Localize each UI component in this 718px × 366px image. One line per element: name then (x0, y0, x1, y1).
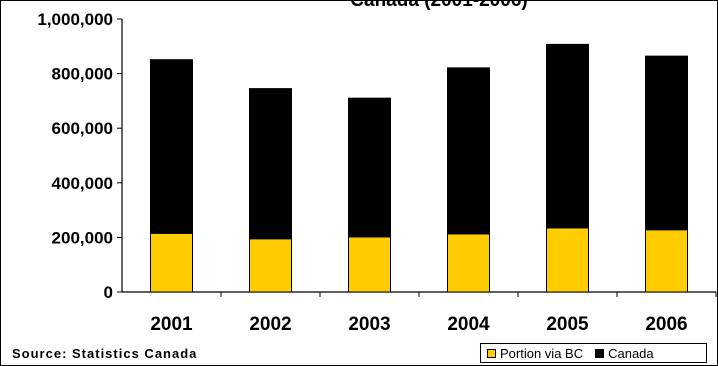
legend: Portion via BC Canada (480, 343, 707, 363)
x-tick-label: 2001 (150, 314, 193, 335)
bar-canada (546, 43, 589, 229)
x-tick-label: 2006 (645, 314, 687, 335)
y-tick-label: 400,000 (52, 174, 113, 193)
legend-label-canada: Canada (608, 345, 654, 361)
bar-canada (348, 97, 391, 238)
y-tick-label: 1,000,000 (37, 10, 113, 29)
legend-swatch-canada (595, 348, 605, 358)
legend-swatch-portion-via-bc (487, 348, 496, 358)
y-tick-label: 800,000 (52, 65, 113, 84)
legend-item-canada: Canada (595, 346, 654, 361)
x-tick-label: 2004 (447, 314, 490, 335)
bar-portion-via-bc (150, 232, 193, 293)
bar-canada (150, 59, 193, 234)
y-tick-label: 200,000 (52, 228, 113, 247)
y-tick-label: 0 (104, 283, 113, 302)
bar-portion-via-bc (546, 227, 589, 293)
bar-canada (249, 88, 292, 240)
source-note: Source: Statistics Canada (12, 346, 198, 361)
x-tick-label: 2002 (249, 314, 291, 335)
bar-portion-via-bc (249, 238, 292, 293)
bar-canada (645, 55, 688, 231)
bar-portion-via-bc (447, 233, 490, 293)
legend-item-portion-via-bc: Portion via BC (487, 346, 583, 361)
bar-canada (447, 67, 490, 235)
bar-portion-via-bc (348, 236, 391, 293)
bar-portion-via-bc (645, 229, 688, 293)
legend-label-portion-via-bc: Portion via BC (500, 345, 584, 361)
x-tick-label: 2005 (546, 314, 589, 335)
y-tick-label: 600,000 (52, 119, 113, 138)
x-tick-label: 2003 (348, 314, 390, 335)
chart-title: Canada (2001-2006) (350, 0, 527, 11)
